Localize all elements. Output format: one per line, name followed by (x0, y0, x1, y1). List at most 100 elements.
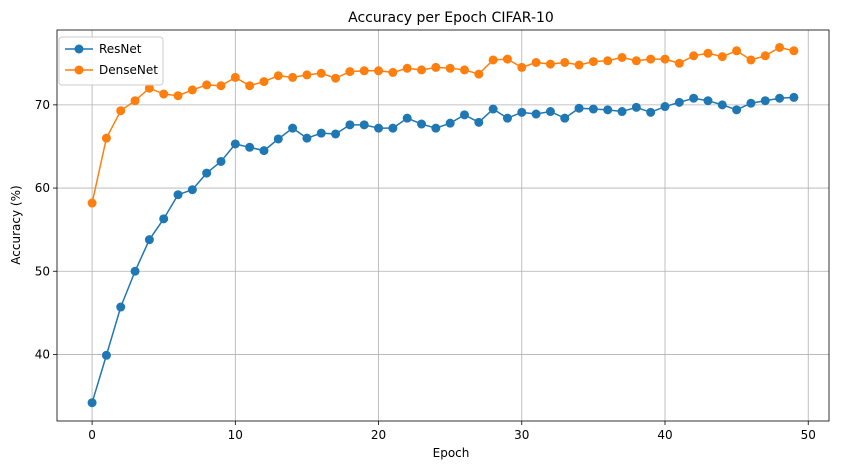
data-point-resnet (302, 133, 312, 143)
data-point-resnet (560, 113, 570, 123)
data-point-densenet (517, 62, 527, 72)
data-point-resnet (388, 123, 398, 133)
data-point-densenet (417, 65, 427, 75)
data-point-densenet (545, 59, 555, 69)
x-tick-label: 0 (88, 428, 96, 442)
x-tick-label: 20 (371, 428, 386, 442)
data-point-densenet (173, 91, 183, 101)
data-point-resnet (402, 113, 412, 123)
data-point-resnet (216, 156, 226, 166)
data-point-resnet (130, 266, 140, 276)
data-point-densenet (187, 85, 197, 95)
data-point-resnet (245, 142, 255, 152)
data-point-densenet (574, 60, 584, 70)
data-point-resnet (273, 134, 283, 144)
data-point-resnet (459, 110, 469, 120)
data-point-resnet (374, 123, 384, 133)
data-point-resnet (588, 104, 598, 114)
data-point-resnet (259, 146, 269, 156)
data-point-densenet (660, 54, 670, 64)
data-point-resnet (660, 102, 670, 112)
data-point-densenet (288, 72, 298, 82)
data-point-densenet (202, 80, 212, 90)
legend-label: DenseNet (99, 63, 158, 77)
data-point-resnet (87, 398, 97, 408)
data-point-resnet (502, 113, 512, 123)
y-tick-label: 70 (35, 98, 50, 112)
data-point-densenet (746, 55, 756, 65)
data-point-resnet (674, 97, 684, 107)
x-axis-label: Epoch (433, 446, 470, 460)
data-point-densenet (273, 71, 283, 81)
data-point-densenet (259, 77, 269, 87)
series-resnet (87, 92, 799, 408)
data-point-densenet (316, 68, 326, 78)
data-point-densenet (459, 65, 469, 75)
data-point-resnet (445, 118, 455, 128)
data-point-densenet (474, 69, 484, 79)
data-point-densenet (388, 67, 398, 77)
data-point-resnet (116, 302, 126, 312)
data-point-resnet (789, 92, 799, 102)
data-point-resnet (703, 96, 713, 106)
data-point-densenet (674, 58, 684, 68)
legend: ResNet DenseNet (58, 36, 164, 86)
data-point-densenet (775, 42, 785, 52)
data-point-densenet (101, 133, 111, 143)
data-point-densenet (159, 89, 169, 99)
data-point-densenet (431, 62, 441, 72)
legend-swatch-marker (74, 44, 84, 54)
data-point-resnet (417, 119, 427, 129)
data-point-densenet (588, 57, 598, 67)
series-line-resnet (91, 96, 794, 403)
y-tick-label: 40 (35, 347, 50, 361)
data-point-resnet (202, 168, 212, 178)
data-point-resnet (732, 105, 742, 115)
y-tick-label: 50 (35, 264, 50, 278)
data-point-densenet (402, 63, 412, 73)
data-point-densenet (631, 56, 641, 66)
data-point-resnet (746, 98, 756, 108)
data-point-resnet (173, 190, 183, 200)
data-point-resnet (488, 104, 498, 114)
data-point-resnet (646, 107, 656, 117)
data-point-densenet (531, 57, 541, 67)
data-point-resnet (144, 235, 154, 245)
data-point-densenet (245, 81, 255, 91)
data-point-densenet (302, 70, 312, 80)
data-point-resnet (717, 100, 727, 110)
data-point-densenet (603, 56, 613, 66)
plot-frame (56, 29, 830, 422)
series-densenet (87, 42, 799, 208)
grid-lines (57, 30, 829, 421)
data-point-resnet (775, 93, 785, 103)
data-point-densenet (689, 51, 699, 61)
data-point-resnet (101, 350, 111, 360)
data-point-densenet (488, 55, 498, 65)
data-point-resnet (631, 102, 641, 112)
x-tick-label: 40 (657, 428, 672, 442)
data-point-densenet (374, 66, 384, 76)
data-point-resnet (474, 117, 484, 127)
data-point-densenet (732, 46, 742, 56)
data-series (87, 42, 799, 408)
legend-item-resnet: ResNet (65, 42, 142, 56)
data-point-densenet (617, 52, 627, 62)
data-point-resnet (531, 109, 541, 119)
data-point-densenet (345, 67, 355, 77)
data-point-resnet (517, 107, 527, 117)
data-point-densenet (359, 66, 369, 76)
data-point-densenet (646, 54, 656, 64)
data-point-densenet (144, 83, 154, 93)
data-point-densenet (703, 48, 713, 58)
data-point-resnet (760, 96, 770, 106)
data-point-resnet (345, 120, 355, 130)
y-axis-label: Accuracy (%) (9, 185, 23, 264)
data-point-resnet (331, 129, 341, 139)
data-point-resnet (187, 185, 197, 195)
data-point-resnet (159, 214, 169, 224)
data-point-densenet (760, 51, 770, 61)
x-tick-label: 30 (514, 428, 529, 442)
